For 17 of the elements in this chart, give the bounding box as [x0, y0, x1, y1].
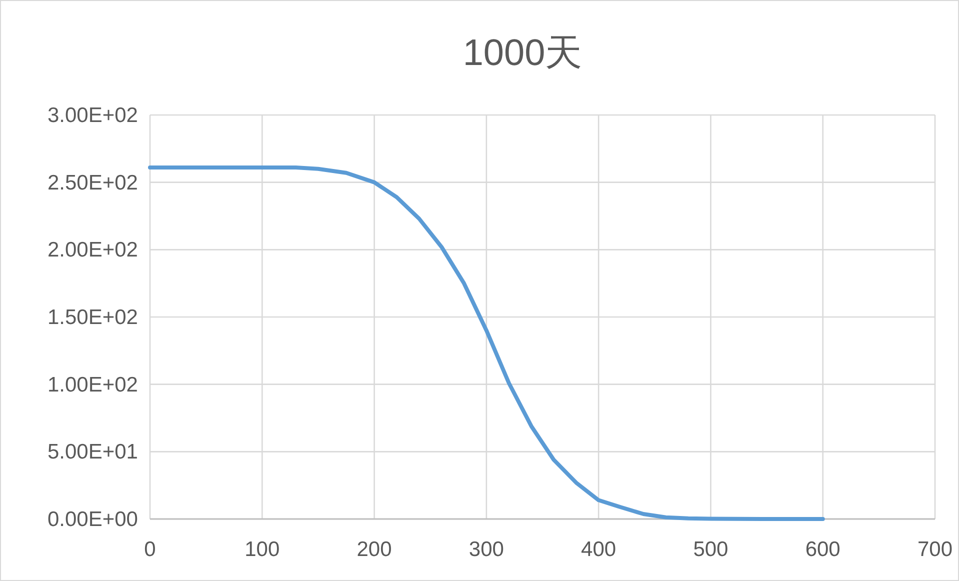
y-tick-label: 2.00E+02	[47, 238, 138, 262]
x-tick-label: 200	[356, 538, 392, 561]
x-tick-label: 400	[581, 538, 616, 561]
y-tick-label: 3.00E+02	[47, 104, 138, 127]
line-series	[148, 166, 825, 521]
chart-title: 1000天	[462, 32, 582, 73]
x-tick-label: 600	[805, 538, 840, 561]
x-tick-label: 100	[244, 538, 280, 561]
y-tick-label: 0.00E+00	[47, 508, 138, 531]
x-tick-label: 700	[917, 538, 953, 561]
y-tick-label: 2.50E+02	[47, 171, 138, 194]
x-tick-label: 0	[144, 538, 156, 561]
x-tick-label: 500	[693, 538, 728, 561]
y-tick-label: 5.00E+01	[47, 440, 138, 464]
x-tick-label: 300	[468, 538, 504, 561]
y-tick-label: 1.50E+02	[47, 306, 138, 329]
y-tick-label: 1.00E+02	[47, 373, 138, 396]
